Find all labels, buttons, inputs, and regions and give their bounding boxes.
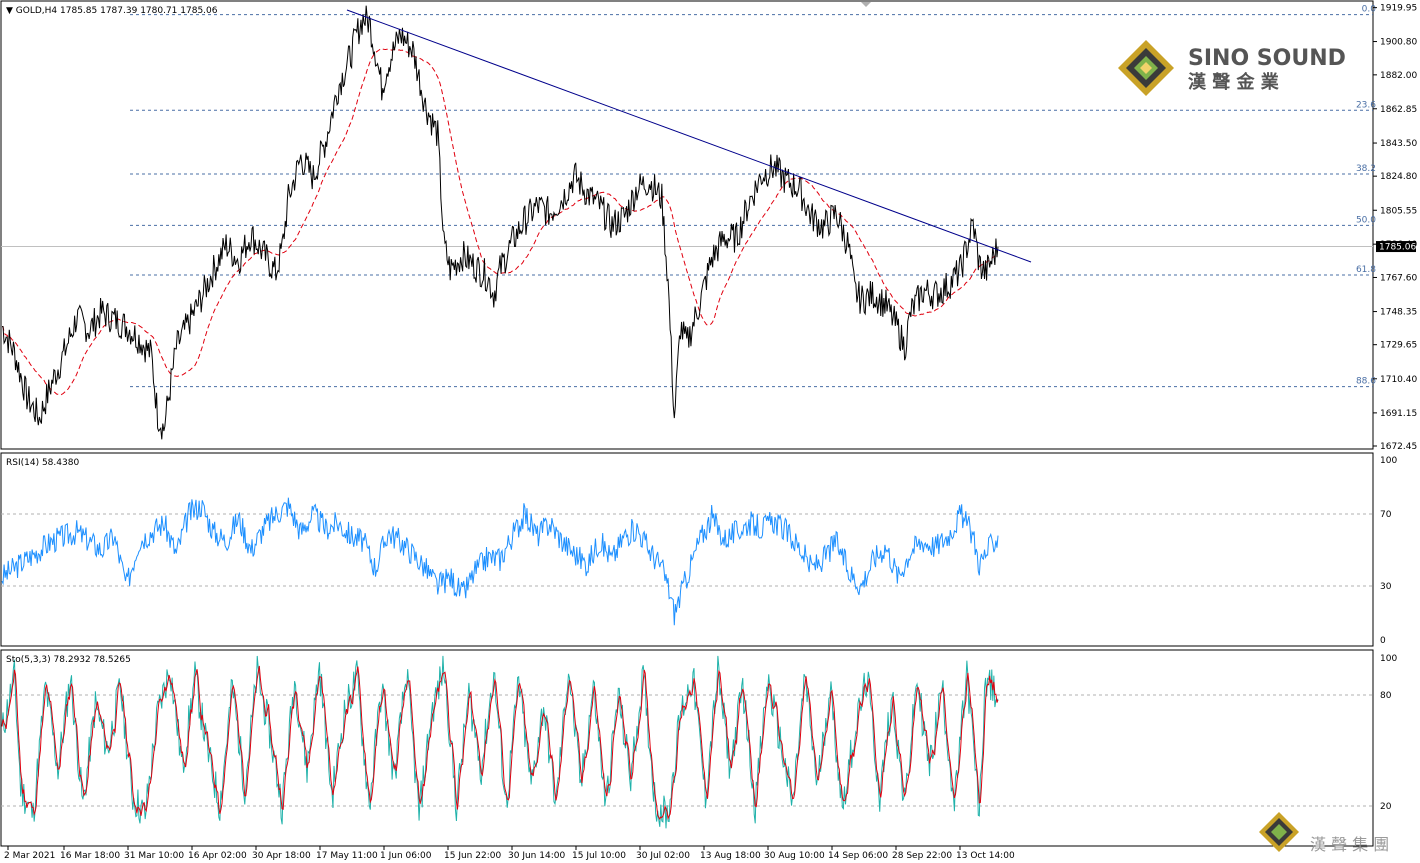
sto-tick-label: 20 bbox=[1380, 802, 1392, 812]
sto-tick-label: 100 bbox=[1380, 654, 1397, 664]
rsi-line bbox=[1, 497, 999, 626]
rsi-axis: 100 70 30 0 bbox=[1380, 456, 1397, 646]
fib-level-label: 38.2 bbox=[1356, 164, 1376, 174]
time-tick-label: 17 May 11:00 bbox=[316, 851, 378, 861]
shift-marker-icon[interactable] bbox=[861, 2, 871, 7]
price-tick-label: 1748.35 bbox=[1380, 308, 1417, 318]
time-tick-label: 2 Mar 2021 bbox=[4, 851, 55, 861]
stochastic-panel[interactable]: Sto(5,3,3) 78.2932 78.5265 bbox=[0, 649, 1374, 847]
time-tick-label: 13 Oct 14:00 bbox=[956, 851, 1015, 861]
time-axis: 2 Mar 2021 16 Mar 18:00 31 Mar 10:00 16 Apr… bbox=[4, 846, 1015, 861]
logo-name-en: SINO SOUND bbox=[1188, 46, 1346, 71]
rsi-tick-label: 100 bbox=[1380, 456, 1397, 466]
time-tick-label: 30 Jul 02:00 bbox=[636, 851, 690, 861]
fib-level-label: 88.6 bbox=[1356, 377, 1376, 387]
price-tick-label: 1843.50 bbox=[1380, 139, 1417, 149]
sto-axis: 100 80 20 bbox=[1380, 654, 1397, 812]
price-tick-label: 1729.65 bbox=[1380, 341, 1417, 351]
sto-tick-label: 80 bbox=[1380, 691, 1392, 701]
sino-sound-logo: SINO SOUND 漢 聲 金 業 bbox=[1118, 40, 1346, 96]
price-tick-label: 1710.40 bbox=[1380, 375, 1417, 385]
price-tick-label: 1900.80 bbox=[1380, 38, 1417, 48]
time-tick-label: 31 Mar 10:00 bbox=[124, 851, 184, 861]
price-tick-label: 1767.60 bbox=[1380, 273, 1417, 283]
price-axis: 1919.95 1900.80 1882.00 1862.85 1843.50 1824.… bbox=[1373, 4, 1417, 452]
rsi-label: RSI(14) 58.4380 bbox=[6, 458, 79, 468]
price-tick-label: 1824.80 bbox=[1380, 172, 1417, 182]
sto-panel-frame bbox=[0, 649, 1374, 847]
time-tick-label: 13 Aug 18:00 bbox=[700, 851, 761, 861]
price-tick-label: 1882.00 bbox=[1380, 71, 1417, 81]
time-tick-label: 30 Jun 14:00 bbox=[508, 851, 565, 861]
fib-level-label: 0.0 bbox=[1362, 5, 1377, 15]
watermark-logo: 漢 聲 集 團 bbox=[1259, 812, 1389, 854]
price-tick-label: 1672.45 bbox=[1380, 442, 1417, 452]
time-tick-label: 15 Jul 10:00 bbox=[572, 851, 626, 861]
time-tick-label: 14 Sep 06:00 bbox=[828, 851, 888, 861]
symbol-header: ▼ GOLD,H4 1785.85 1787.39 1780.71 1785.0… bbox=[6, 6, 218, 16]
watermark-diamond-icon bbox=[1259, 812, 1299, 852]
time-tick-label: 1 Jun 06:00 bbox=[380, 851, 432, 861]
time-tick-label: 16 Apr 02:00 bbox=[188, 851, 247, 861]
watermark-text: 漢 聲 集 團 bbox=[1310, 835, 1389, 854]
rsi-panel-frame bbox=[0, 452, 1374, 647]
rsi-tick-label: 30 bbox=[1380, 582, 1392, 592]
rsi-tick-label: 0 bbox=[1380, 636, 1386, 646]
fib-level-label: 50.0 bbox=[1356, 215, 1376, 225]
time-tick-label: 30 Aug 10:00 bbox=[764, 851, 825, 861]
price-tick-label: 1691.15 bbox=[1380, 409, 1417, 419]
sto-signal-line bbox=[1, 665, 999, 821]
time-tick-label: 28 Sep 22:00 bbox=[892, 851, 952, 861]
logo-diamond-icon bbox=[1118, 40, 1174, 96]
fib-levels: 0.0 23.6 38.2 50.0 61.8 88.6 bbox=[130, 5, 1377, 388]
logo-name-cn: 漢 聲 金 業 bbox=[1188, 71, 1280, 93]
collapse-triangle-icon: ▼ bbox=[6, 6, 16, 16]
svg-text:1785.06: 1785.06 bbox=[1379, 243, 1416, 253]
time-tick-label: 15 Jun 22:00 bbox=[444, 851, 501, 861]
rsi-panel[interactable]: RSI(14) 58.4380 bbox=[0, 452, 1374, 647]
price-tick-label: 1919.95 bbox=[1380, 4, 1417, 14]
time-tick-label: 16 Mar 18:00 bbox=[60, 851, 120, 861]
price-series-line bbox=[1, 5, 999, 440]
fib-level-label: 61.8 bbox=[1356, 265, 1376, 275]
trendline[interactable] bbox=[346, 9, 1032, 263]
time-tick-label: 30 Apr 18:00 bbox=[252, 851, 311, 861]
fib-level-label: 23.6 bbox=[1356, 100, 1376, 110]
price-tick-label: 1862.85 bbox=[1380, 105, 1417, 115]
moving-average-line bbox=[1, 48, 999, 396]
current-price-tag: 1785.06 bbox=[1376, 241, 1416, 253]
rsi-tick-label: 70 bbox=[1380, 510, 1392, 520]
price-tick-label: 1805.55 bbox=[1380, 206, 1417, 216]
sto-label: Sto(5,3,3) 78.2932 78.5265 bbox=[6, 655, 131, 665]
